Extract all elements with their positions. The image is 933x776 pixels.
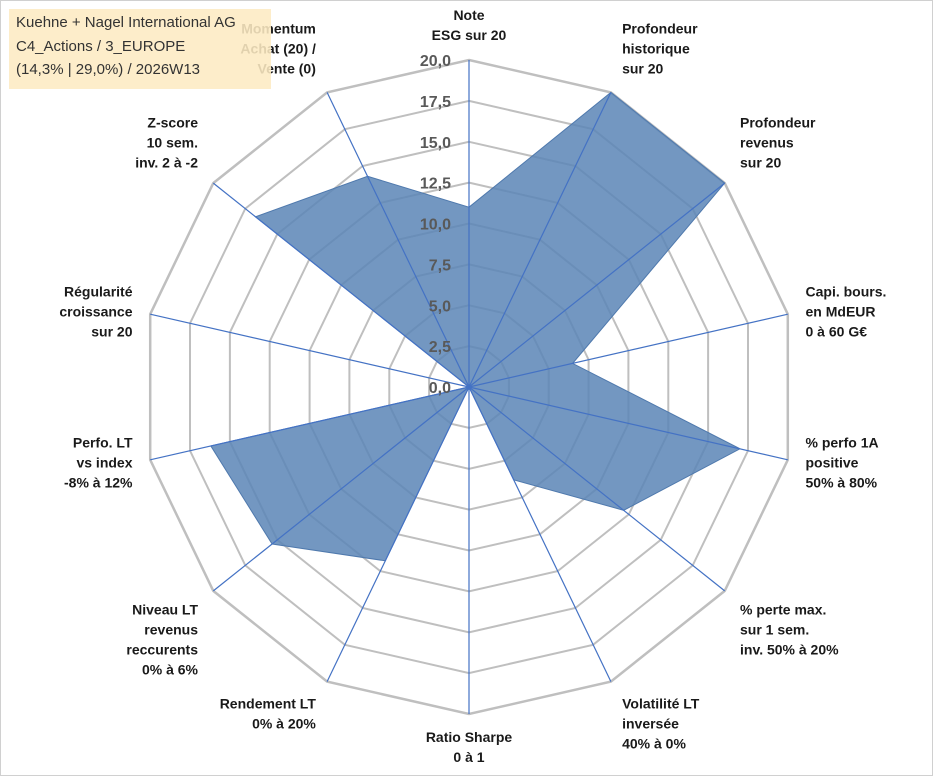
tick-label: 0,0: [429, 380, 451, 397]
axis-label: Rendement LT 0% à 20%: [220, 695, 317, 731]
axis-label: Niveau LT revenus reccurents 0% à 6%: [126, 601, 198, 677]
axis-spoke: [468, 92, 612, 388]
tick-label: 5,0: [429, 298, 451, 315]
axis-spoke: [212, 182, 470, 388]
chart-title-box: Kuehne + Nagel International AG C4_Actio…: [9, 9, 271, 89]
tick-label: 20,0: [420, 53, 451, 70]
radar-series: [150, 60, 788, 714]
tick-label: 7,5: [429, 257, 451, 274]
axis-spoke: [326, 92, 470, 388]
axis-spoke: [468, 386, 612, 682]
axis-spoke: [468, 386, 726, 592]
axis-spoke: [212, 386, 470, 592]
axis-spoke: [468, 313, 788, 388]
axis-spoke: [468, 386, 788, 461]
tick-label: 15,0: [420, 135, 451, 152]
axis-label: Profondeur revenus sur 20: [740, 115, 816, 171]
tick-label: 12,5: [420, 176, 451, 193]
portfolio-path: C4_Actions / 3_EUROPE: [16, 37, 186, 55]
axis-labels: Note ESG sur 20 Profondeur historique sur 20…: [59, 7, 886, 765]
axis-spoke: [150, 313, 470, 388]
axis-spoke: [468, 182, 726, 388]
axis-label: Ratio Sharpe 0 à 1: [426, 729, 513, 765]
period-summary: (14,3% | 29,0%) / 2026W13: [16, 61, 200, 78]
tick-label: 17,5: [420, 94, 451, 111]
axis-label: Régularité croissance sur 20: [59, 284, 132, 340]
axis-label: Volatilité LT inversée 40% à 0%: [622, 695, 700, 751]
radial-tick-labels: 0,0 2,5 5,0 7,5 10,0 12,5 15,0 17,5 20,0: [420, 53, 451, 397]
axis-label: Profondeur historique sur 20: [622, 21, 698, 77]
axis-label: % perfo 1A positive 50% à 80%: [806, 434, 879, 490]
axis-label: % perte max. sur 1 sem. inv. 50% à 20%: [740, 601, 839, 657]
tick-label: 2,5: [429, 339, 451, 356]
axis-label: Z-score 10 sem. inv. 2 à -2: [135, 115, 198, 171]
tick-label: 10,0: [420, 217, 451, 234]
company-name: Kuehne + Nagel International AG: [16, 14, 236, 31]
axis-label: Capi. bours. en MdEUR 0 à 60 G€: [806, 284, 887, 340]
axis-label: Perfo. LT vs index -8% à 12%: [64, 434, 133, 490]
axis-label: Note ESG sur 20: [432, 7, 507, 43]
axis-spoke: [150, 386, 470, 461]
axis-spoke: [326, 386, 470, 682]
